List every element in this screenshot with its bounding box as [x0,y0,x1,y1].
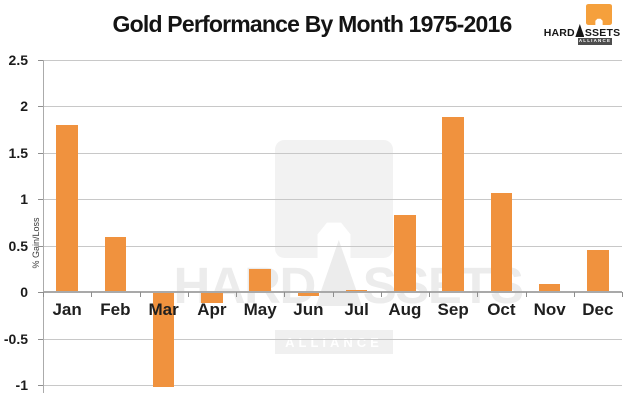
x-axis-label: Apr [197,300,227,319]
y-axis-tick [38,338,43,340]
x-axis-label: Dec [582,300,614,319]
x-axis-label: Nov [533,300,566,319]
x-axis-tick [429,292,430,297]
y-tick-label: 2 [20,98,28,114]
logo-alliance-text: ALLIANCE [578,38,612,43]
gridline [43,106,622,107]
x-axis-label: Mar [148,300,179,319]
logo-brand-text: HARD SSETS [540,24,624,38]
x-axis-label: Jan [52,300,82,319]
gridline [43,338,622,340]
gridline [43,385,622,386]
x-axis-label: Jun [293,300,324,319]
y-axis-tick [38,152,43,154]
gridline [43,152,622,154]
stylized-a-mark [575,24,585,37]
bar [56,124,78,292]
y-axis-tick [38,106,43,107]
bar [490,193,513,292]
x-axis-label: Jul [344,300,369,319]
x-axis-tick [525,292,527,297]
x-axis-label: Aug [388,300,422,319]
x-axis-tick [43,292,44,297]
chart-title: Gold Performance By Month 1975-2016 [112,11,513,37]
x-axis-label: Oct [487,300,516,319]
brand-word-end: SSETS [584,26,621,39]
y-tick-label: 2.5 [8,51,28,68]
bar [394,214,416,292]
x-axis-label: Feb [100,300,131,319]
brand-word-start: HARD [173,257,316,315]
y-axis-tick [38,245,43,247]
x-axis-tick [139,292,141,297]
y-tick-label: -1 [15,377,28,393]
y-axis-tick [38,385,43,386]
bar [587,250,609,292]
x-axis-tick [187,292,189,297]
bar [538,283,561,292]
x-axis-label: Sep [437,300,469,319]
brand-word-start: HARD [543,26,575,39]
y-axis-title: % Gain/Loss [31,217,41,269]
gridline [43,199,622,200]
y-axis-tick [38,199,43,200]
x-axis-tick [236,292,237,297]
y-tick-label: 1.5 [8,144,28,161]
bar [249,268,271,292]
y-axis-line [43,59,44,393]
x-axis-tick [284,292,286,297]
x-axis-tick [332,292,334,297]
x-axis-label: May [243,300,277,319]
x-axis-tick [573,292,575,297]
logo-alliance-badge: ALLIANCE [578,38,612,45]
y-axis-tick [38,292,43,293]
y-tick-label: 0.5 [8,237,28,254]
y-axis-tick [38,59,43,61]
gridline [43,59,622,61]
y-tick-label: 0 [20,284,28,300]
bar [442,117,464,292]
logo-mark-icon [586,4,612,25]
bar [152,292,175,387]
x-axis-tick [91,292,93,297]
x-axis-tick [380,292,382,297]
x-axis-tick [477,292,479,297]
bar [201,292,223,304]
gridline [43,245,622,247]
bar [104,237,127,292]
y-tick-label: 1 [20,191,28,207]
x-axis-tick [622,292,623,297]
y-tick-label: -0.5 [3,330,28,347]
bar [297,292,320,296]
